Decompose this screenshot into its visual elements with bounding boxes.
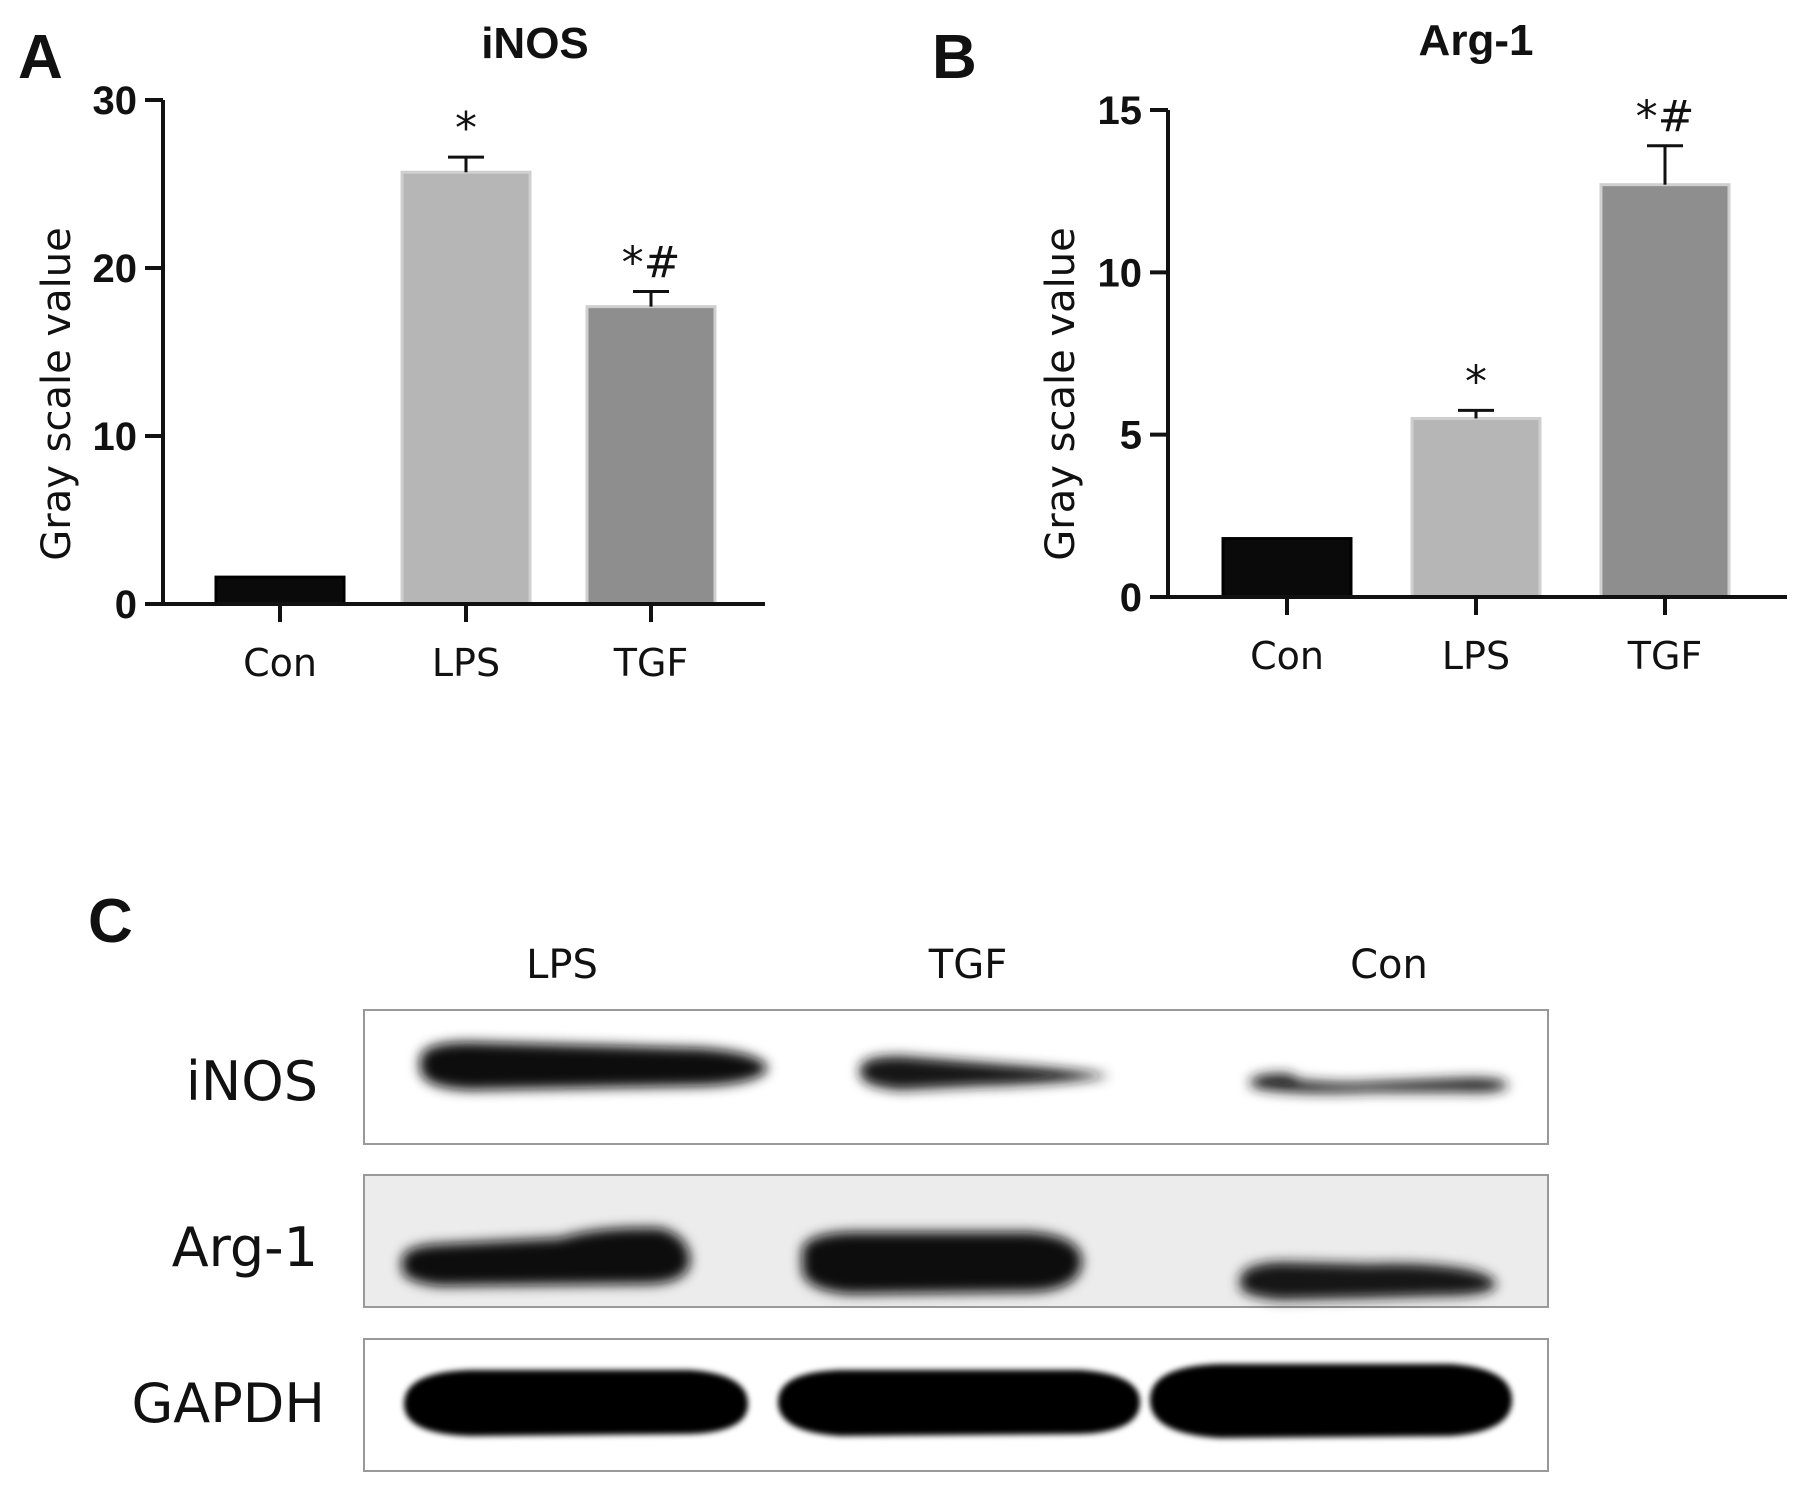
significance-marker: * [455,103,477,154]
significance-marker: *# [622,238,681,289]
blot-row-label: GAPDH [131,1372,325,1435]
chart-arg1: Arg-1 Gray scale value * *# 0 5 10 15 Con LPS… [1038,16,1787,678]
x-tick-label: TGF [613,641,689,685]
y-tick-label: 0 [1120,576,1142,620]
chart-b-x-ticks: Con LPS TGF [1250,597,1702,678]
chart-inos: iNOS Gray scale value * *# 0 10 20 30 Con LPS… [34,19,765,685]
blot-band [1150,1364,1512,1438]
y-tick-label: 20 [93,247,138,291]
blot-strip-gapdh [363,1338,1549,1472]
blot-band [1239,1262,1496,1300]
bar [1599,183,1731,599]
y-tick-label: 10 [93,415,138,459]
chart-b-title: Arg-1 [1419,16,1534,65]
blot-strip-arg1 [363,1174,1549,1308]
panel-b-letter: B [932,23,977,92]
y-tick-label: 15 [1098,89,1143,133]
panel-c-letter: C [88,887,133,956]
significance-marker: *# [1636,92,1695,143]
blot-band [1250,1073,1508,1093]
bar [214,575,346,606]
chart-b-ylabel: Gray scale value [1038,227,1084,560]
x-tick-label: Con [243,641,317,685]
blot-lane-label: Con [1350,942,1428,988]
chart-a-title: iNOS [481,19,589,68]
blot-band [778,1370,1140,1436]
bar [400,170,532,606]
western-blot: LPS TGF Con iNOS Arg-1 GAPDH [131,942,1549,1472]
y-tick-label: 0 [115,583,137,627]
bar [1410,416,1542,599]
y-tick-label: 30 [93,79,138,123]
chart-a-x-ticks: Con LPS TGF [243,604,688,685]
blot-band [801,1232,1082,1294]
panel-a-letter: A [18,23,63,92]
significance-marker: * [1465,356,1487,407]
chart-a-annotations: * *# [455,103,680,288]
blot-band [859,1056,1110,1090]
chart-b-annotations: * *# [1465,92,1694,408]
chart-a-y-ticks: 0 10 20 30 [93,79,163,627]
blot-band [420,1042,768,1090]
blot-lane-label: TGF [928,942,1007,988]
blot-row-label: Arg-1 [172,1216,318,1279]
chart-b-y-ticks: 0 5 10 15 [1098,89,1168,620]
chart-b-error-bars [1458,144,1683,419]
blot-lane-label: LPS [526,942,598,988]
y-tick-label: 10 [1098,251,1143,295]
blot-row-label: iNOS [186,1050,318,1113]
bar [585,305,717,606]
x-tick-label: LPS [1442,634,1510,678]
x-tick-label: LPS [432,641,500,685]
blot-band [404,1370,748,1436]
blot-strip-inos [363,1009,1549,1145]
blot-band [401,1227,690,1286]
chart-a-error-bars [448,155,669,307]
y-tick-label: 5 [1120,414,1142,458]
x-tick-label: TGF [1627,634,1703,678]
chart-a-ylabel: Gray scale value [34,227,80,560]
x-tick-label: Con [1250,634,1324,678]
bar [1221,537,1353,599]
